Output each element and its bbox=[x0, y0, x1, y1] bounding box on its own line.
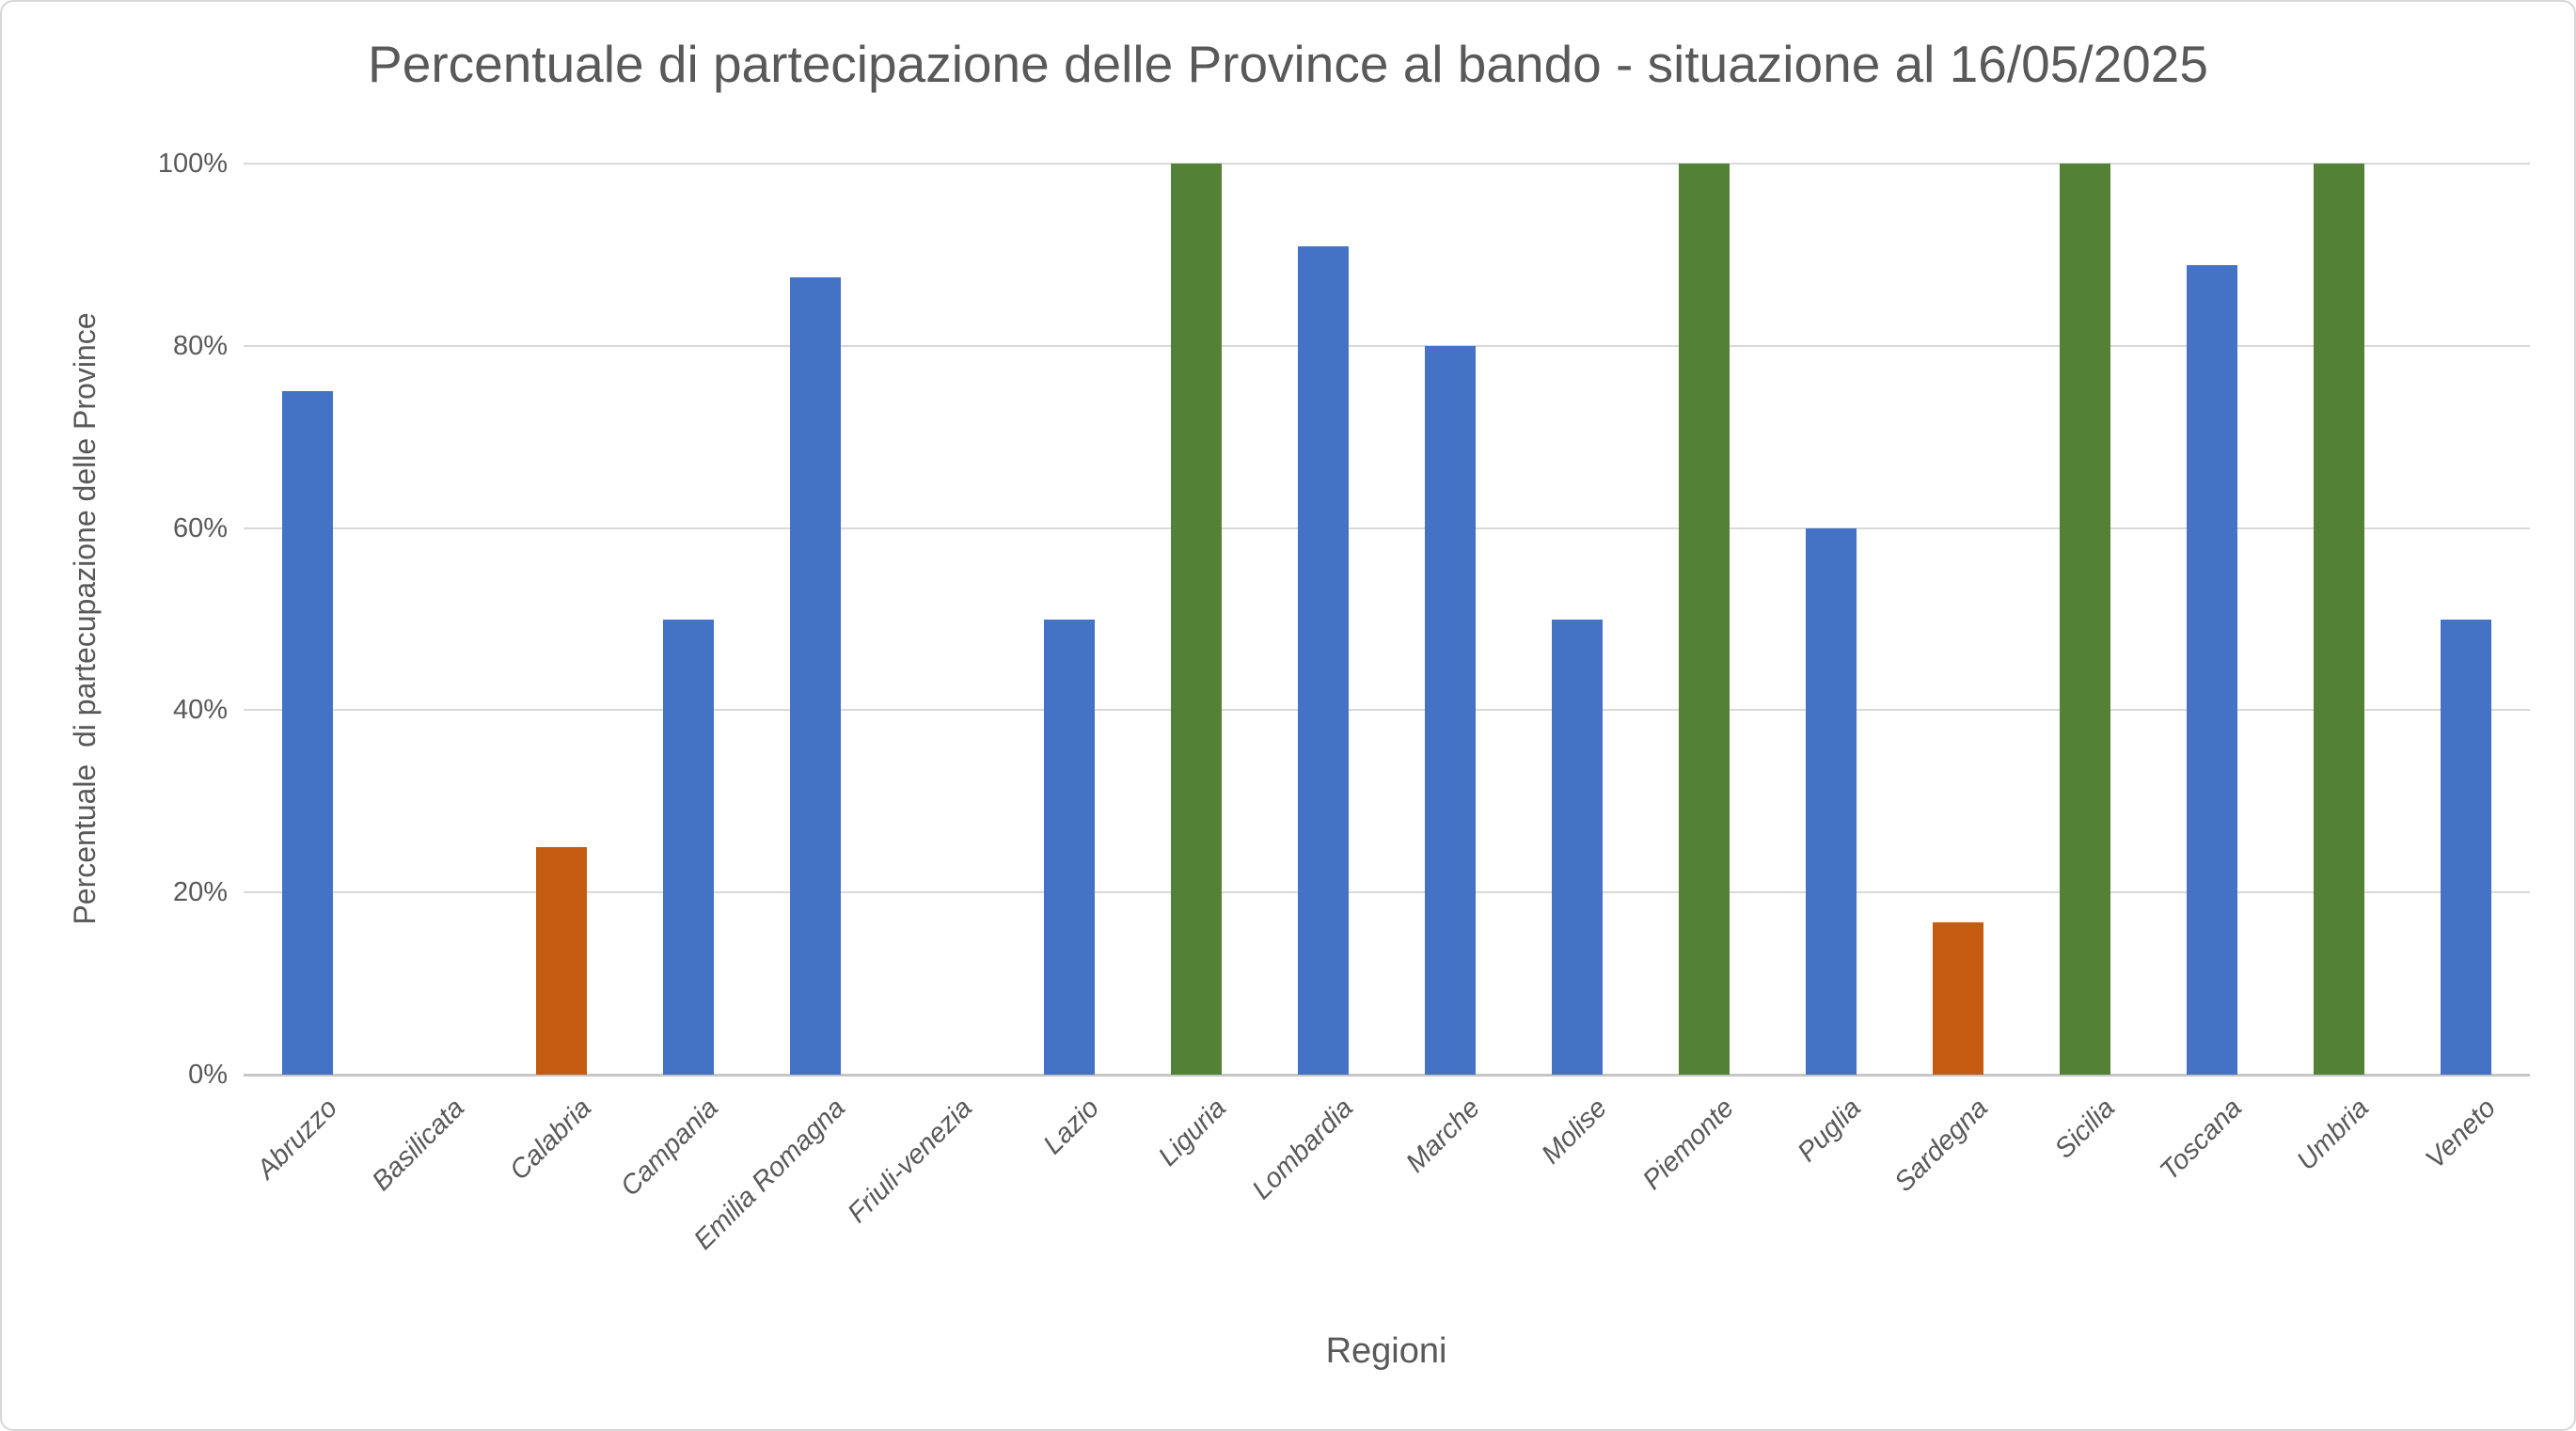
bar-campania bbox=[662, 619, 714, 1075]
bar-puglia bbox=[1806, 527, 1857, 1075]
bar-marche bbox=[1425, 345, 1477, 1075]
bar-molise bbox=[1552, 619, 1604, 1075]
x-axis-title: Regioni bbox=[1325, 1331, 1447, 1371]
plot-area bbox=[244, 163, 2530, 1077]
y-tick-label-20: 20% bbox=[172, 877, 228, 908]
gridline-20 bbox=[244, 891, 2530, 894]
bar-emilia-romagna bbox=[789, 277, 841, 1075]
gridline-40 bbox=[244, 709, 2530, 712]
bar-veneto bbox=[2441, 619, 2492, 1075]
gridline-60 bbox=[244, 527, 2530, 529]
bar-lazio bbox=[1043, 619, 1095, 1075]
x-axis-line bbox=[244, 1074, 2530, 1077]
gridline-80 bbox=[244, 344, 2530, 347]
bar-sardegna bbox=[1933, 922, 1984, 1075]
bar-umbria bbox=[2314, 164, 2365, 1075]
bar-sicilia bbox=[2060, 164, 2111, 1075]
y-tick-label-100: 100% bbox=[157, 149, 228, 179]
bar-abruzzo bbox=[281, 391, 333, 1075]
y-tick-label-40: 40% bbox=[172, 695, 228, 726]
y-tick-label-0: 0% bbox=[188, 1060, 228, 1090]
y-axis-title: Percentuale di partecupazione delle Prov… bbox=[68, 312, 102, 925]
bar-piemonte bbox=[1679, 164, 1731, 1075]
chart-title: Percentuale di partecipazione delle Prov… bbox=[368, 35, 2208, 93]
y-tick-label-60: 60% bbox=[172, 512, 228, 543]
bar-lombardia bbox=[1297, 246, 1349, 1075]
gridline-100 bbox=[244, 163, 2530, 165]
bar-calabria bbox=[535, 846, 587, 1075]
bar-toscana bbox=[2187, 264, 2238, 1075]
y-tick-label-80: 80% bbox=[172, 330, 228, 361]
bar-liguria bbox=[1170, 164, 1222, 1075]
